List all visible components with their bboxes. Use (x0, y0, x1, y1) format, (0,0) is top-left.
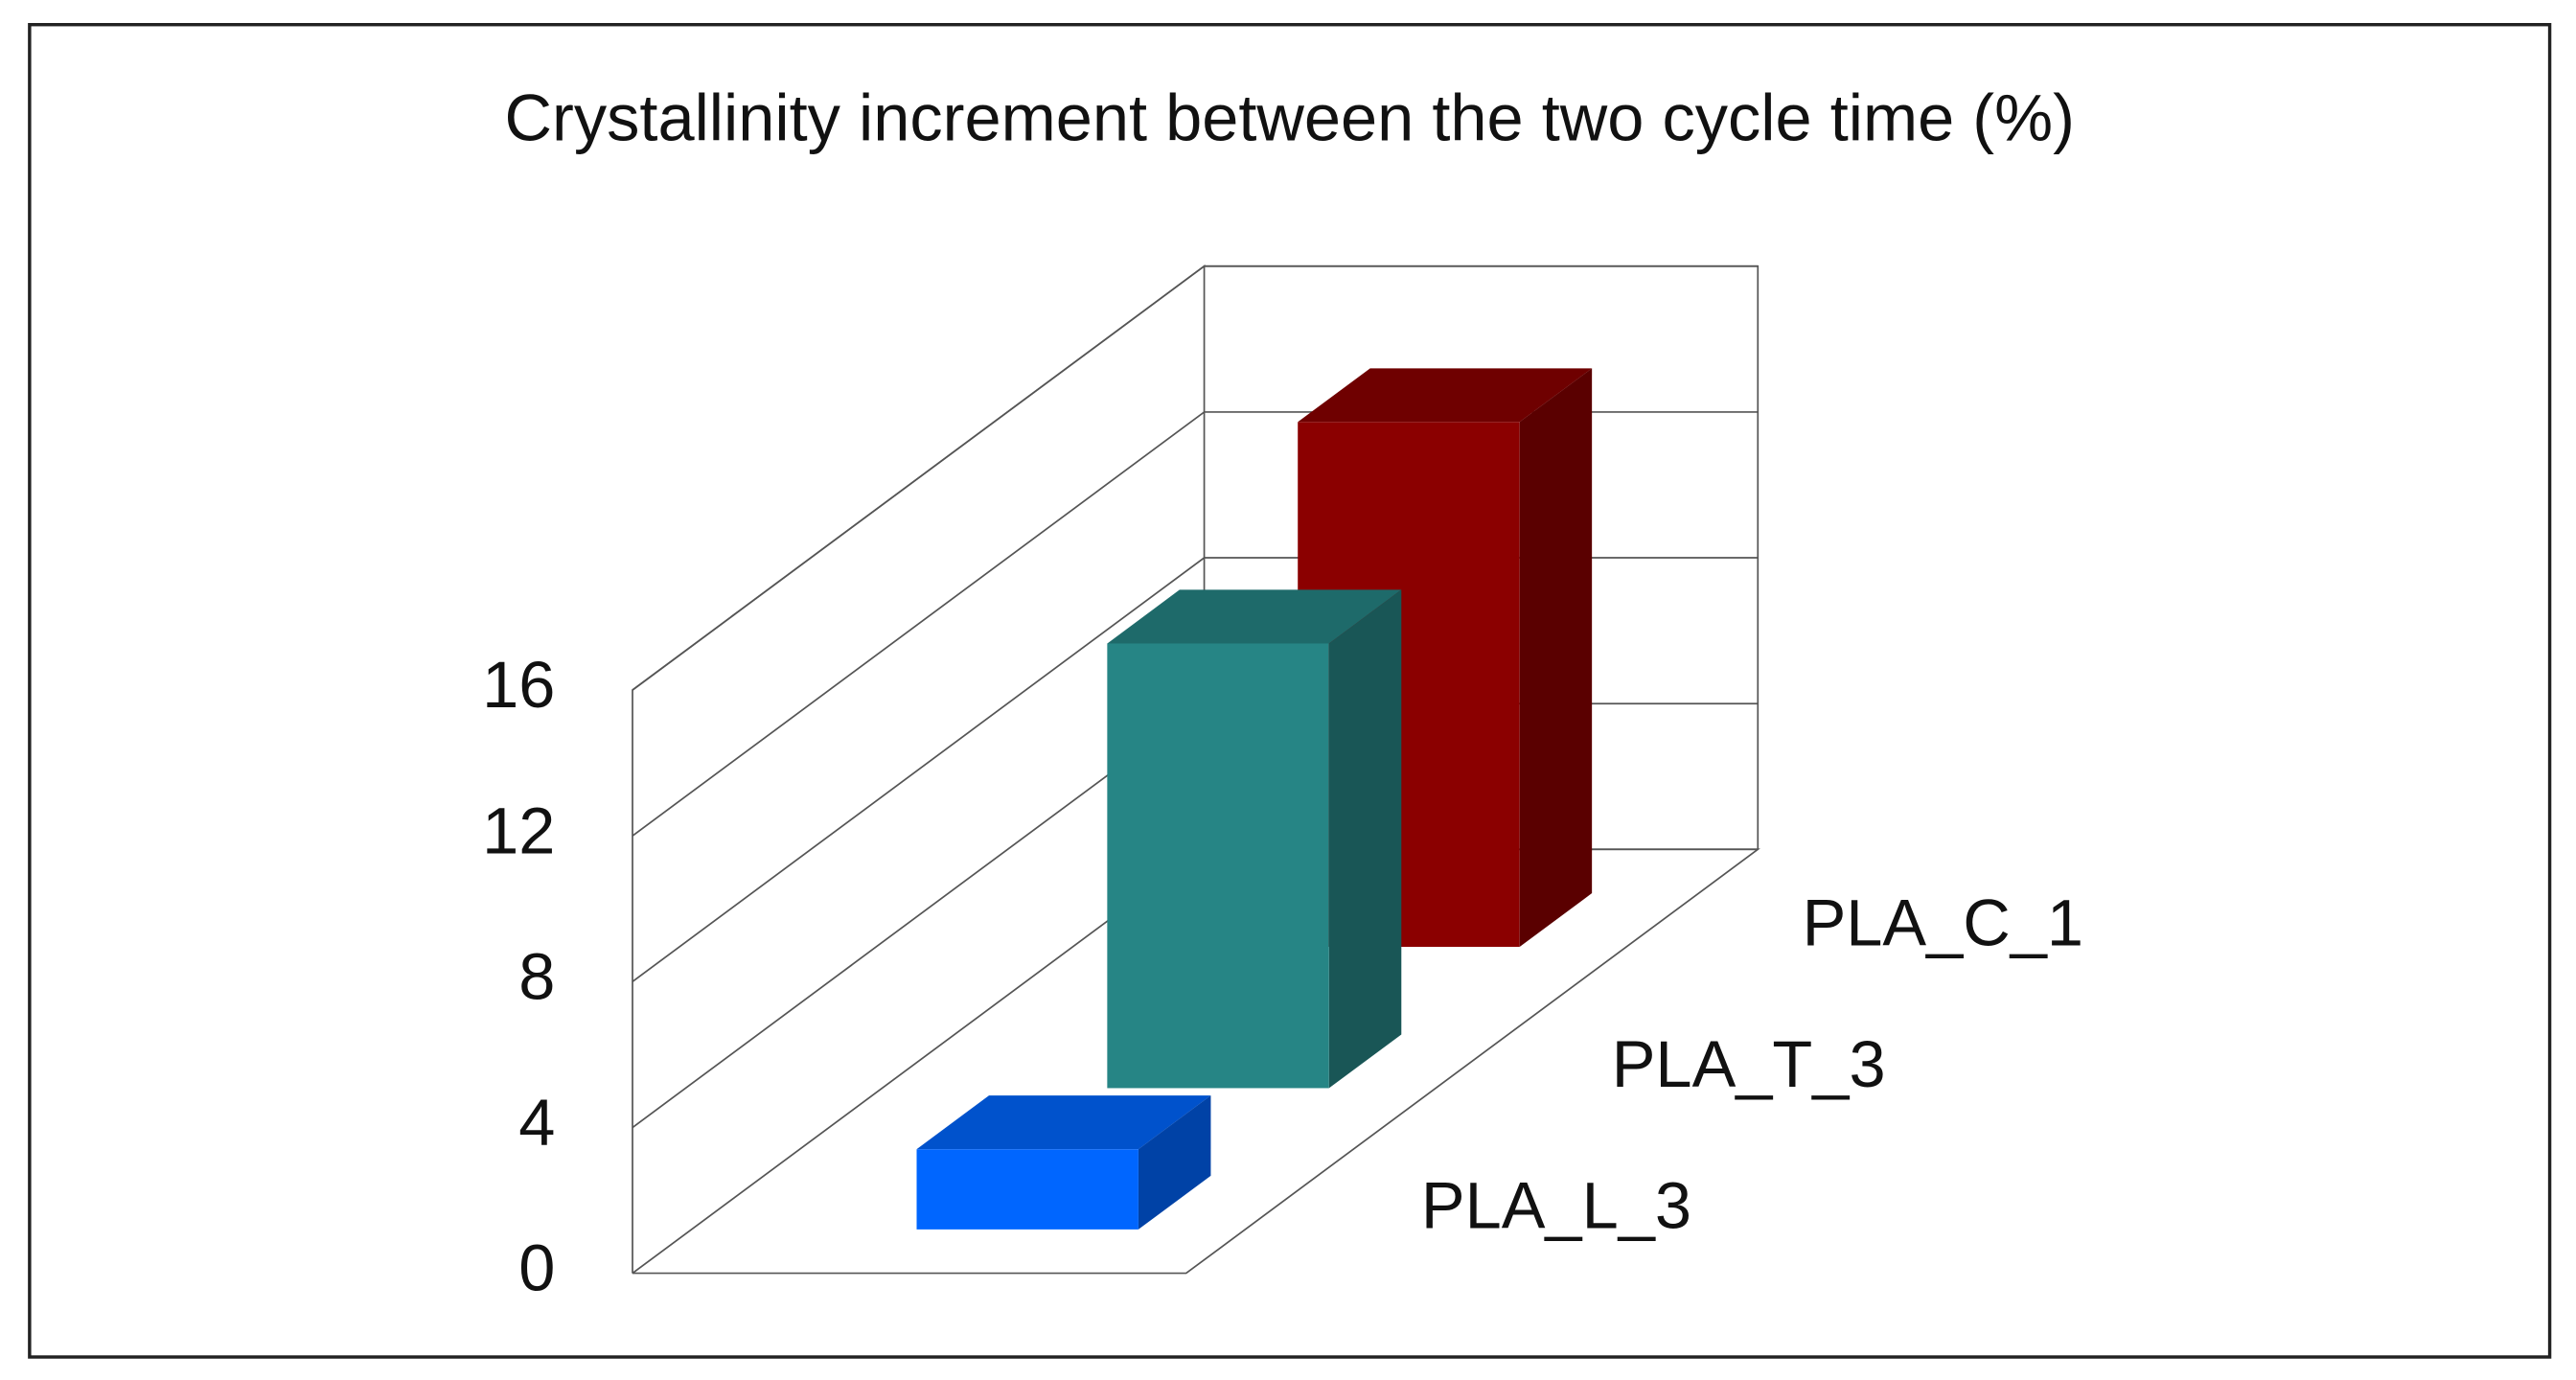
bar-side (1138, 1095, 1211, 1230)
y-tick-label: 4 (518, 1086, 555, 1160)
y-tick-label: 0 (518, 1231, 555, 1305)
grid-line (632, 264, 1759, 691)
x-tick-label: PLA_T_3 (1612, 1027, 1886, 1101)
bar-top (1298, 368, 1593, 423)
bar (1107, 643, 1329, 1089)
y-tick-label: 8 (518, 939, 555, 1013)
bar-top (916, 1095, 1211, 1150)
x-tick-label: PLA_C_1 (1803, 886, 2083, 960)
y-tick-label: 12 (482, 794, 555, 867)
x-tick-label: PLA_L_3 (1421, 1169, 1691, 1243)
y-tick-label: 16 (482, 648, 555, 722)
bar-top (1107, 589, 1402, 644)
chart-title: Crystallinity increment between the two … (504, 81, 2074, 155)
bar-side (1328, 589, 1402, 1089)
bar (916, 1149, 1138, 1230)
bar-side (1519, 368, 1593, 947)
